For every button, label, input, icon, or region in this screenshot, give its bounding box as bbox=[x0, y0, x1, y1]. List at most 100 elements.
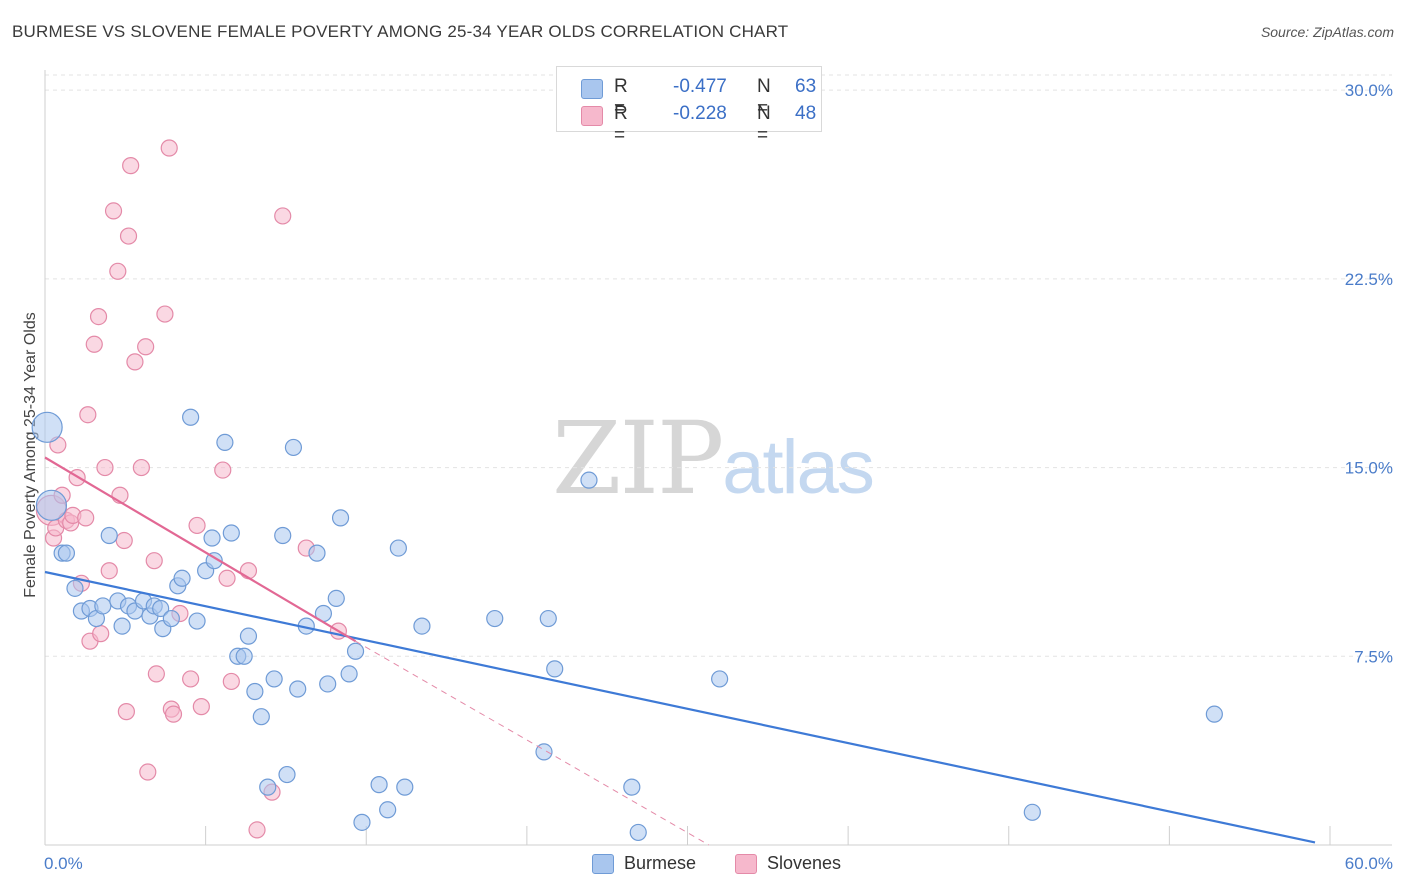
data-point bbox=[327, 589, 345, 608]
data-point bbox=[216, 433, 234, 452]
data-point bbox=[1023, 803, 1041, 821]
data-point bbox=[370, 776, 388, 794]
slovenes-swatch bbox=[735, 854, 757, 874]
slovenes-trend-extension bbox=[355, 640, 710, 846]
r-value: -0.477 bbox=[673, 76, 727, 97]
r-label: R = bbox=[614, 103, 628, 146]
data-point bbox=[35, 489, 68, 521]
data-point bbox=[119, 227, 138, 245]
data-point bbox=[486, 609, 504, 628]
n-value: 63 bbox=[795, 76, 817, 97]
data-point bbox=[340, 665, 358, 683]
data-point bbox=[259, 778, 277, 796]
data-point bbox=[192, 698, 210, 716]
data-point bbox=[308, 544, 326, 562]
data-point bbox=[274, 526, 292, 545]
data-point bbox=[188, 612, 206, 630]
data-point bbox=[203, 529, 221, 547]
data-point bbox=[711, 670, 729, 688]
data-point bbox=[265, 670, 283, 688]
data-point bbox=[77, 509, 95, 527]
data-point bbox=[160, 139, 178, 157]
source-label: Source: ZipAtlas.com bbox=[1260, 24, 1394, 40]
series-burmese bbox=[31, 408, 1223, 842]
burmese-swatch bbox=[592, 854, 614, 874]
data-point bbox=[346, 642, 365, 660]
data-point bbox=[235, 647, 253, 665]
data-point bbox=[379, 801, 397, 819]
data-point bbox=[389, 539, 407, 557]
data-point bbox=[126, 353, 144, 371]
data-point bbox=[147, 665, 165, 683]
data-point bbox=[66, 579, 84, 597]
data-point bbox=[319, 675, 337, 693]
y-axis-label: Female Poverty Among 25-34 Year Olds bbox=[22, 312, 39, 598]
y-tick-label: 7.5% bbox=[1354, 647, 1393, 666]
data-point bbox=[94, 597, 112, 615]
data-point bbox=[57, 544, 76, 562]
data-point bbox=[205, 552, 223, 570]
data-point bbox=[278, 765, 296, 784]
data-point bbox=[113, 617, 131, 635]
data-point bbox=[109, 262, 127, 280]
chart-title: BURMESE VS SLOVENE FEMALE POVERTY AMONG … bbox=[12, 22, 789, 41]
data-point bbox=[100, 562, 118, 580]
data-point bbox=[132, 458, 150, 477]
watermark: ZIPatlas bbox=[552, 400, 875, 517]
data-point bbox=[239, 562, 258, 580]
data-point bbox=[173, 569, 191, 587]
data-point bbox=[115, 531, 133, 550]
data-point bbox=[85, 335, 103, 353]
data-point bbox=[214, 461, 232, 479]
data-point bbox=[413, 617, 431, 635]
legend-label-burmese: Burmese bbox=[624, 853, 697, 873]
data-point bbox=[222, 672, 240, 691]
r-value: -0.228 bbox=[673, 103, 727, 124]
x-tick-label: 60.0% bbox=[1345, 854, 1393, 873]
burmese-swatch bbox=[581, 79, 603, 99]
data-point bbox=[284, 438, 303, 457]
data-point bbox=[96, 458, 114, 477]
data-point bbox=[162, 609, 180, 628]
data-point bbox=[139, 763, 157, 781]
x-tick-label: 0.0% bbox=[44, 854, 83, 873]
n-label: N = bbox=[757, 103, 771, 146]
y-tick-label: 22.5% bbox=[1345, 270, 1393, 289]
data-point bbox=[104, 202, 123, 220]
n-label: N = bbox=[757, 76, 771, 119]
data-point bbox=[182, 670, 200, 688]
slovenes-trend-line bbox=[44, 456, 357, 643]
data-point bbox=[117, 703, 135, 721]
data-point bbox=[239, 627, 258, 645]
data-point bbox=[79, 406, 97, 424]
tick-labels: 7.5% 15.0% 22.5% 30.0% 0.0% 60.0% bbox=[44, 81, 1393, 873]
data-point bbox=[182, 408, 200, 426]
data-point bbox=[274, 207, 292, 225]
data-point bbox=[164, 705, 183, 723]
slovenes-swatch bbox=[581, 106, 603, 126]
data-point bbox=[218, 569, 236, 587]
correlation-legend: R = -0.477 N = 63 R = -0.228 N = 48 bbox=[556, 66, 822, 146]
data-point bbox=[100, 526, 118, 545]
data-point bbox=[145, 552, 163, 570]
data-point bbox=[31, 411, 63, 443]
data-point bbox=[331, 509, 350, 527]
data-point bbox=[396, 778, 414, 796]
r-label: R = bbox=[614, 76, 628, 119]
data-point bbox=[92, 625, 110, 643]
legend-label-slovenes: Slovenes bbox=[767, 853, 842, 873]
data-point bbox=[137, 338, 155, 356]
data-point bbox=[156, 305, 174, 323]
data-point bbox=[539, 609, 557, 628]
data-point bbox=[248, 821, 266, 839]
n-value: 48 bbox=[795, 103, 817, 124]
watermark-zip: ZIP bbox=[552, 400, 724, 517]
data-point bbox=[623, 778, 641, 796]
data-point bbox=[188, 516, 206, 535]
data-point bbox=[222, 524, 240, 542]
trend-lines bbox=[44, 456, 1316, 846]
data-point bbox=[252, 708, 270, 726]
data-point bbox=[1205, 705, 1223, 723]
data-point bbox=[546, 660, 564, 678]
